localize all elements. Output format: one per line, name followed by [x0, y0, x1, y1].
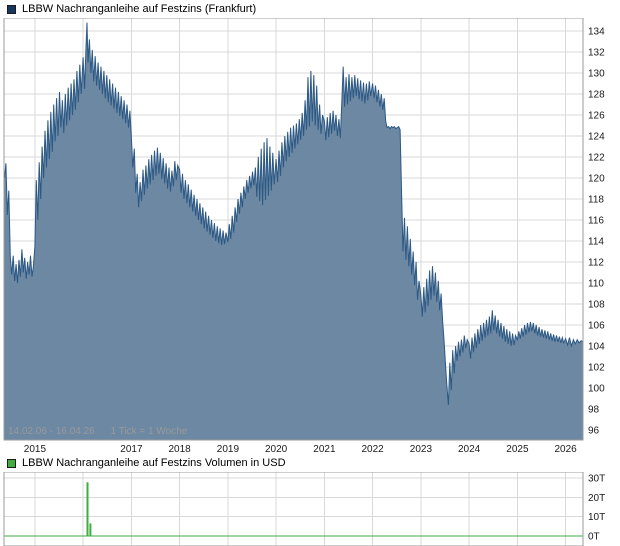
price-x-tick-label: 2018 — [168, 444, 191, 455]
price-y-tick-label: 118 — [588, 195, 604, 206]
price-x-tick-label: 2017 — [120, 444, 143, 455]
price-y-tick-label: 108 — [588, 300, 605, 311]
price-y-tick-label: 112 — [588, 258, 604, 269]
volume-plot-border — [3, 472, 584, 546]
price-x-tick-label: 2015 — [24, 444, 47, 455]
price-x-tick-label: 2021 — [313, 444, 336, 455]
price-y-tick-label: 124 — [588, 132, 605, 143]
volume-y-tick-label: 20T — [588, 493, 605, 504]
price-x-tick-label: 2022 — [361, 444, 384, 455]
price-chart-canvas: 96 98 100 102 104 106 108 110 112 114 116 118 120 122… — [3, 18, 605, 455]
date-range-text: 14.02.06 - 16.04.26 — [8, 426, 95, 437]
volume-chart-canvas: 30T 20T 10T 0T — [3, 472, 605, 546]
price-plot-border — [3, 18, 584, 441]
price-y-tick-label: 104 — [588, 342, 605, 353]
volume-y-tick-label: 0T — [588, 532, 600, 543]
price-y-tick-label: 114 — [588, 237, 604, 248]
volume-y-tick-label: 10T — [588, 512, 605, 523]
price-series-swatch-icon — [7, 4, 16, 14]
price-chart-title-row: LBBW Nachranganleihe auf Festzins (Frank… — [0, 1, 620, 17]
price-x-tick-label: 2025 — [506, 444, 529, 455]
volume-chart-title: LBBW Nachranganleihe auf Festzins Volume… — [22, 457, 286, 469]
volume-chart-title-row: LBBW Nachranganleihe auf Festzins Volume… — [0, 455, 620, 471]
price-y-tick-label: 122 — [588, 153, 605, 164]
price-x-tick-label: 2024 — [458, 444, 481, 455]
price-y-tick-label: 110 — [588, 279, 604, 290]
price-y-tick-label: 116 — [588, 216, 604, 227]
price-y-tick-label: 120 — [588, 174, 605, 185]
price-x-tick-label: 2020 — [265, 444, 288, 455]
volume-y-tick-label: 30T — [588, 474, 605, 485]
price-y-tick-label: 100 — [588, 384, 605, 395]
price-y-tick-label: 98 — [588, 405, 600, 416]
price-x-tick-label: 2026 — [554, 444, 577, 455]
price-chart-title: LBBW Nachranganleihe auf Festzins (Frank… — [22, 3, 257, 15]
price-y-tick-label: 106 — [588, 321, 605, 332]
price-y-tick-label: 102 — [588, 363, 605, 374]
chart-range-note: 14.02.06 - 16.04.26 1 Tick = 1 Woche — [8, 426, 187, 437]
price-line — [4, 22, 584, 405]
price-y-tick-label: 132 — [588, 48, 605, 59]
price-x-tick-label: 2023 — [410, 444, 433, 455]
price-area — [4, 22, 583, 440]
price-y-tick-label: 126 — [588, 111, 605, 122]
price-y-tick-label: 128 — [588, 90, 605, 101]
price-y-tick-label: 134 — [588, 27, 605, 38]
volume-series-swatch-icon — [7, 458, 16, 468]
tick-interval-text: 1 Tick = 1 Woche — [110, 426, 188, 437]
price-y-tick-label: 130 — [588, 69, 605, 80]
price-y-tick-label: 96 — [588, 426, 600, 437]
price-x-tick-label: 2019 — [217, 444, 240, 455]
